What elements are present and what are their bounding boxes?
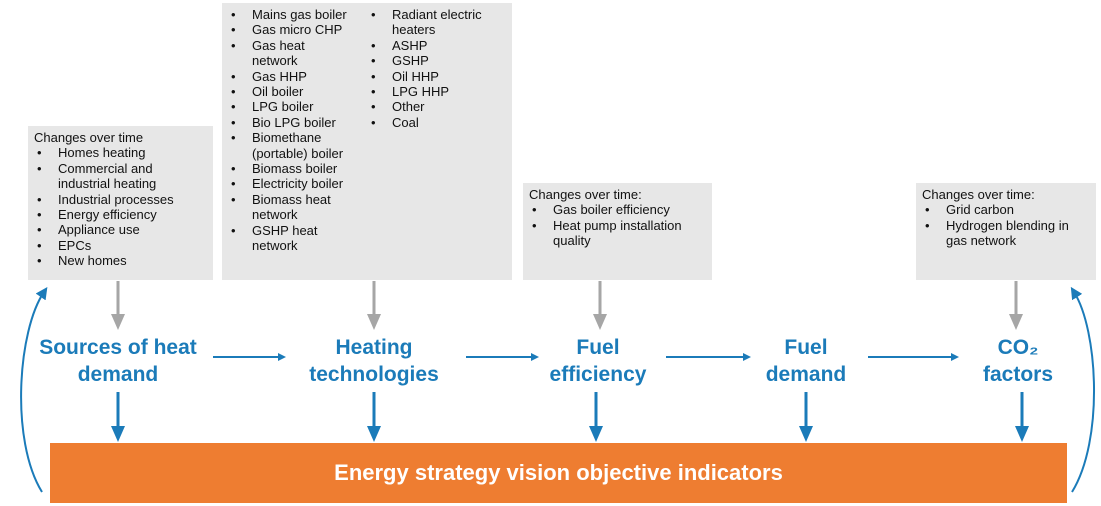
list-item: New homes bbox=[34, 253, 207, 269]
list-item: Commercial and industrial heating bbox=[34, 161, 207, 192]
list-item: LPG boiler bbox=[228, 99, 350, 115]
list-item: Mains gas boiler bbox=[228, 7, 350, 23]
list: Homes heatingCommercial and industrial h… bbox=[34, 145, 207, 269]
box: Mains gas boilerGas micro CHPGas heat ne… bbox=[222, 3, 512, 280]
list: Gas boiler efficiencyHeat pump installat… bbox=[529, 202, 706, 248]
list-item: Energy efficiency bbox=[34, 207, 207, 223]
list-item: EPCs bbox=[34, 238, 207, 254]
list-item: GSHP bbox=[368, 53, 490, 69]
box: Changes over time: Gas boiler efficiency… bbox=[523, 183, 712, 280]
list-item: Homes heating bbox=[34, 145, 207, 161]
list-item: Biomass heat network bbox=[228, 192, 350, 223]
box: Changes over time: Grid carbonHydrogen b… bbox=[916, 183, 1096, 280]
box-title: Changes over time bbox=[34, 130, 144, 145]
list-item: Gas boiler efficiency bbox=[529, 202, 706, 218]
list-item: Bio LPG boiler bbox=[228, 115, 350, 131]
list-item: Industrial processes bbox=[34, 192, 207, 208]
list-item: Hydrogen blending in gas network bbox=[922, 218, 1090, 249]
node-label: CO₂ factors bbox=[982, 336, 1054, 386]
list-item: LPG HHP bbox=[368, 84, 490, 100]
list-item: Oil boiler bbox=[228, 84, 350, 100]
list-item: Gas heat network bbox=[228, 38, 350, 69]
list-item: Appliance use bbox=[34, 222, 207, 238]
list-item: Electricity boiler bbox=[228, 176, 350, 192]
list-item: Gas HHP bbox=[228, 69, 350, 85]
loop-arrows bbox=[20, 286, 1096, 493]
list-item: Grid carbon bbox=[922, 202, 1090, 218]
list-item: Other bbox=[368, 99, 490, 115]
list-item: Gas micro CHP bbox=[228, 22, 350, 38]
box-title: Changes over time: bbox=[529, 187, 642, 202]
box: Changes over time Homes heatingCommercia… bbox=[28, 126, 213, 280]
node-label: Heating technologies bbox=[309, 336, 439, 386]
down-arrows bbox=[111, 392, 1029, 442]
list-item: Biomethane (portable) boiler bbox=[228, 130, 350, 161]
list-item: Radiant electric heaters bbox=[368, 7, 490, 38]
list-item: Oil HHP bbox=[368, 69, 490, 85]
list: Mains gas boilerGas micro CHPGas heat ne… bbox=[228, 7, 498, 271]
indicator-bar: Energy strategy vision objective indicat… bbox=[50, 443, 1067, 503]
box-title: Changes over time: bbox=[922, 187, 1035, 202]
list-item: Heat pump installation quality bbox=[529, 218, 706, 249]
gray-arrows bbox=[111, 281, 1023, 330]
list-item: Coal bbox=[368, 115, 490, 131]
bar-label: Energy strategy vision objective indicat… bbox=[334, 460, 783, 485]
node-label: Sources of heat demand bbox=[39, 336, 197, 386]
node-label: Fuel efficiency bbox=[549, 336, 647, 386]
list-item: GSHP heat network bbox=[228, 223, 350, 254]
node-label: Fuel demand bbox=[765, 336, 847, 386]
list-item: ASHP bbox=[368, 38, 490, 54]
list-item: Biomass boiler bbox=[228, 161, 350, 177]
list: Grid carbonHydrogen blending in gas netw… bbox=[922, 202, 1090, 248]
